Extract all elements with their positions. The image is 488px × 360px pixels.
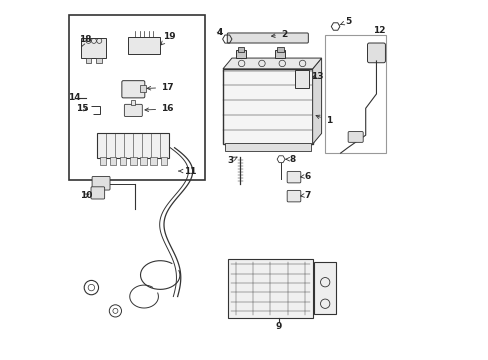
Bar [128, 37, 160, 54]
FancyBboxPatch shape [227, 33, 308, 43]
Polygon shape [312, 58, 321, 144]
Bar [160, 157, 167, 165]
Bar [120, 157, 126, 165]
Text: 16: 16 [144, 104, 173, 113]
Bar [223, 69, 312, 144]
Bar [314, 262, 335, 315]
Text: 15: 15 [76, 104, 88, 113]
FancyBboxPatch shape [347, 132, 363, 142]
Bar [131, 100, 135, 105]
Bar [235, 50, 245, 58]
Text: 1: 1 [315, 115, 331, 125]
Text: 12: 12 [372, 26, 385, 35]
Text: 8: 8 [285, 155, 295, 164]
Bar [275, 50, 285, 58]
Text: 2: 2 [271, 30, 286, 39]
Bar [81, 39, 106, 58]
Bar [69, 15, 204, 180]
FancyBboxPatch shape [286, 171, 300, 183]
Text: 4: 4 [216, 28, 222, 37]
Text: 5: 5 [339, 17, 351, 26]
Text: 18: 18 [79, 35, 91, 46]
FancyBboxPatch shape [286, 190, 300, 202]
FancyBboxPatch shape [122, 81, 144, 98]
Bar [325, 35, 386, 153]
Bar [237, 46, 244, 51]
FancyBboxPatch shape [91, 187, 104, 199]
Text: 7: 7 [300, 190, 310, 199]
Bar [110, 157, 116, 165]
FancyBboxPatch shape [124, 104, 142, 117]
Bar [228, 259, 312, 318]
Bar [140, 157, 146, 165]
Bar [224, 143, 310, 150]
Text: 6: 6 [300, 172, 310, 181]
Bar [96, 58, 102, 63]
Text: 11: 11 [179, 167, 197, 176]
Bar [140, 85, 146, 92]
Bar [85, 58, 91, 63]
FancyBboxPatch shape [367, 43, 385, 63]
Bar [100, 157, 106, 165]
Bar [130, 157, 136, 165]
Bar [150, 157, 157, 165]
Text: 3: 3 [227, 156, 237, 165]
Text: 9: 9 [275, 322, 281, 331]
Text: 13: 13 [310, 72, 323, 81]
Bar [97, 133, 169, 158]
Text: 19: 19 [161, 32, 175, 45]
Bar [277, 46, 283, 51]
Text: 17: 17 [147, 83, 173, 92]
Bar [294, 70, 308, 88]
Text: 10: 10 [81, 190, 93, 199]
Polygon shape [223, 58, 321, 69]
Text: 14: 14 [68, 93, 81, 102]
FancyBboxPatch shape [92, 176, 110, 190]
